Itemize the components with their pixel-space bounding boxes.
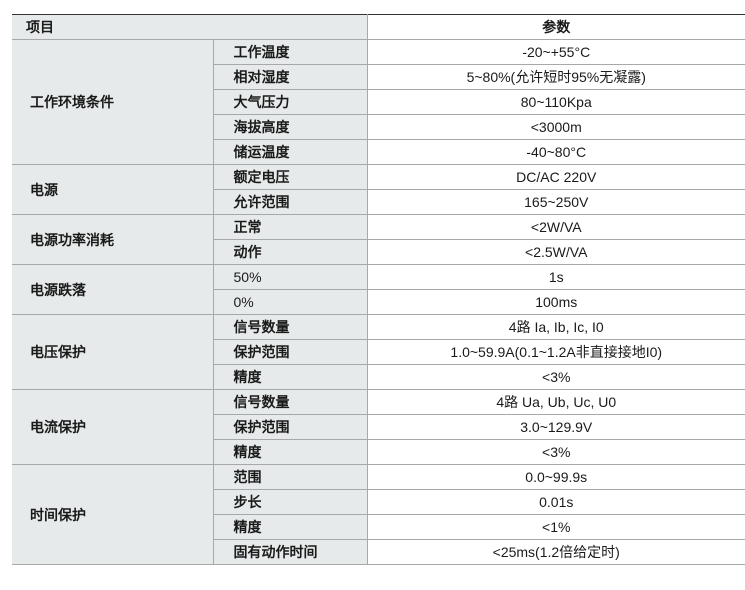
table-row: 电压保护 信号数量 4路 Ia, Ib, Ic, I0 [12,314,745,390]
param-label: 额定电压 [213,164,368,190]
param-value: <3% [367,439,745,465]
param-value: <1% [367,514,745,540]
param-value: 165~250V [367,189,745,215]
group-name: 电源 [12,164,214,215]
param-value: 4路 Ia, Ib, Ic, I0 [367,314,745,340]
table-row: 大气压力 80~110Kpa [12,89,745,115]
param-value: -40~80°C [367,139,745,165]
table-row: 相对湿度 5~80%(允许短时95%无凝露) [12,64,745,90]
param-label: 大气压力 [213,89,368,115]
group-name: 电源功率消耗 [12,214,214,265]
table-row: 精度 <3% [12,439,745,465]
spec-table: 项目 参数 工作环境条件 工作温度 -20~+55°C 相对湿度 5~80%(允许短时9… [12,14,745,565]
param-value: 5~80%(允许短时95%无凝露) [367,64,745,90]
param-label: 信号数量 [213,314,368,340]
param-label: 保护范围 [213,339,368,365]
param-value: <25ms(1.2倍给定时) [367,539,745,565]
param-value: <2.5W/VA [367,239,745,265]
param-label: 储运温度 [213,139,368,165]
param-label: 海拔高度 [213,114,368,140]
table-row: 0% 100ms [12,289,745,315]
table-row: 保护范围 1.0~59.9A(0.1~1.2A非直接接地I0) [12,339,745,365]
param-value: -20~+55°C [367,39,745,65]
param-label: 保护范围 [213,414,368,440]
table-row: 储运温度 -40~80°C [12,139,745,165]
param-label: 信号数量 [213,389,368,415]
param-label: 0% [213,289,368,315]
param-label: 相对湿度 [213,64,368,90]
group-name: 电压保护 [12,314,214,390]
param-label: 动作 [213,239,368,265]
param-value: 1s [367,264,745,290]
group-name: 工作环境条件 [12,39,214,165]
param-label: 范围 [213,464,368,490]
param-value: <3000m [367,114,745,140]
table-row: 保护范围 3.0~129.9V [12,414,745,440]
param-value: 3.0~129.9V [367,414,745,440]
table-row: 电源 额定电压 DC/AC 220V [12,164,745,215]
table-row: 海拔高度 <3000m [12,114,745,140]
param-label: 允许范围 [213,189,368,215]
param-label: 正常 [213,214,368,240]
group-name: 电源跌落 [12,264,214,315]
param-value: 80~110Kpa [367,89,745,115]
table-row: 电流保护 信号数量 4路 Ua, Ub, Uc, U0 [12,389,745,465]
table-row: 固有动作时间 <25ms(1.2倍给定时) [12,539,745,565]
param-value: 1.0~59.9A(0.1~1.2A非直接接地I0) [367,339,745,365]
table-row: 精度 <3% [12,364,745,390]
param-label: 50% [213,264,368,290]
table-row: 步长 0.01s [12,489,745,515]
param-label: 精度 [213,364,368,390]
param-value: 0.0~99.9s [367,464,745,490]
param-label: 固有动作时间 [213,539,368,565]
table-row: 精度 <1% [12,514,745,540]
header-params: 参数 [367,14,745,40]
param-label: 工作温度 [213,39,368,65]
table-row: 电源功率消耗 正常 <2W/VA [12,214,745,265]
table-row: 电源跌落 50% 1s [12,264,745,315]
table-row: 动作 <2.5W/VA [12,239,745,265]
param-value: DC/AC 220V [367,164,745,190]
param-value: <3% [367,364,745,390]
table-row: 工作环境条件 工作温度 -20~+55°C [12,39,745,165]
table-row: 时间保护 范围 0.0~99.9s [12,464,745,565]
param-label: 精度 [213,439,368,465]
param-label: 步长 [213,489,368,515]
group-name: 时间保护 [12,464,214,565]
header-item: 项目 [12,14,368,40]
header-row: 项目 参数 [12,14,745,40]
param-value: 4路 Ua, Ub, Uc, U0 [367,389,745,415]
param-label: 精度 [213,514,368,540]
table-row: 允许范围 165~250V [12,189,745,215]
param-value: 100ms [367,289,745,315]
param-value: 0.01s [367,489,745,515]
param-value: <2W/VA [367,214,745,240]
group-name: 电流保护 [12,389,214,465]
